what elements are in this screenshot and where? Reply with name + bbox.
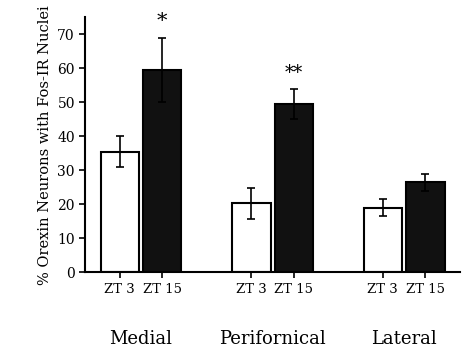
Text: **: **	[285, 64, 303, 82]
Text: Perifornical: Perifornical	[219, 330, 326, 348]
Text: Medial: Medial	[109, 330, 173, 348]
Bar	[143, 70, 182, 272]
Text: Lateral: Lateral	[371, 330, 437, 348]
Bar	[364, 208, 402, 272]
Bar	[232, 203, 271, 272]
Text: *: *	[157, 12, 167, 31]
Bar	[406, 182, 445, 272]
Y-axis label: % Orexin Neurons with Fos-IR Nuclei: % Orexin Neurons with Fos-IR Nuclei	[38, 5, 52, 285]
Bar	[274, 104, 313, 272]
Bar	[100, 151, 139, 272]
